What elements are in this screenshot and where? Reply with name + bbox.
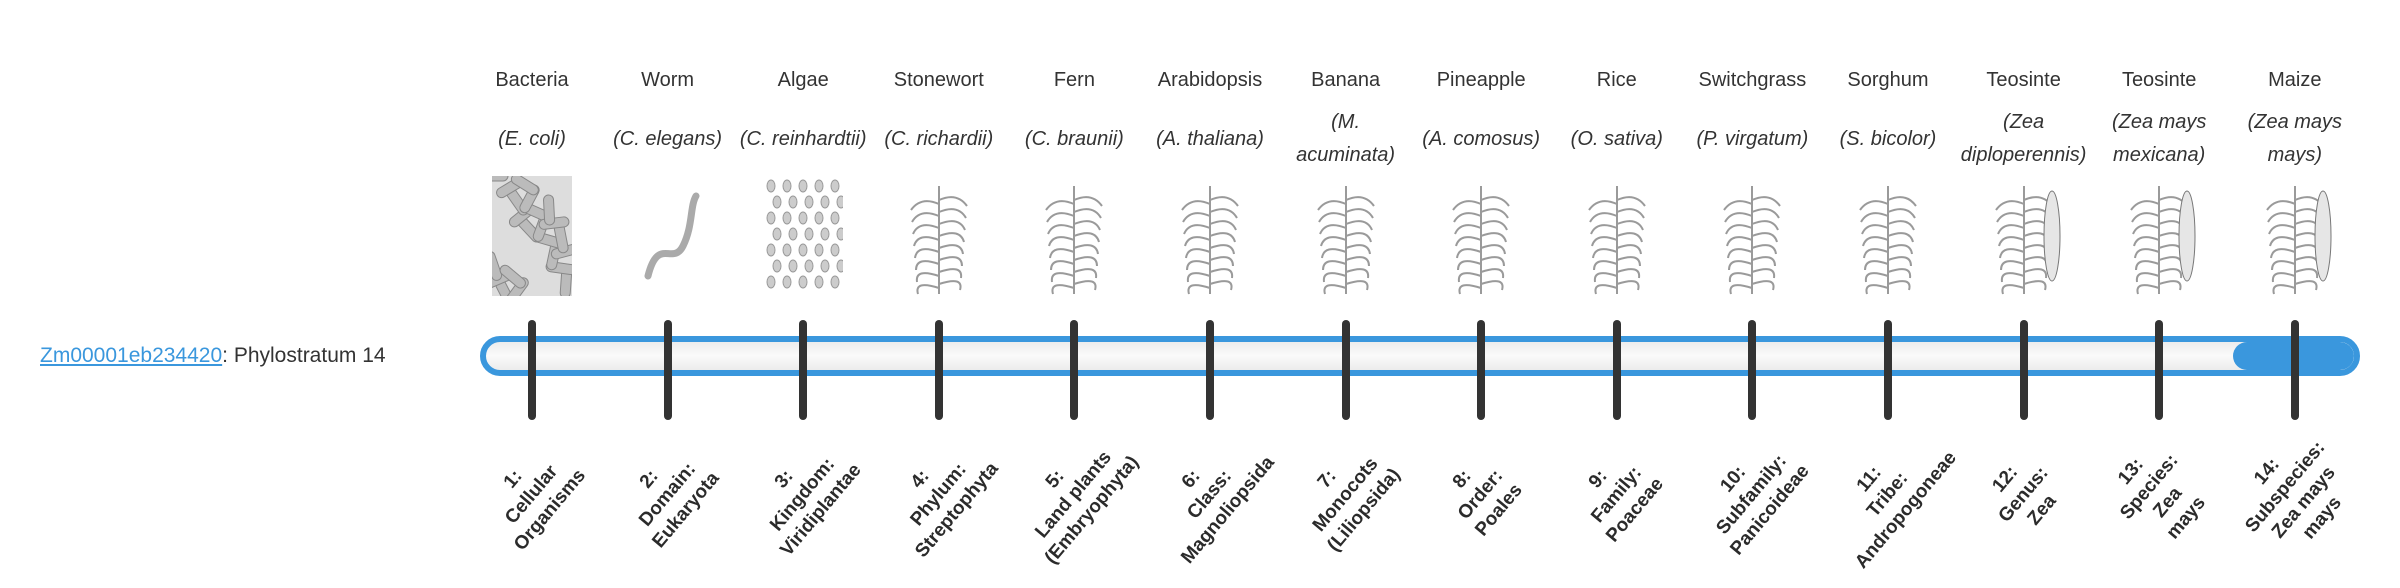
sorghum-icon [1859,186,1917,295]
stratum-tick [1884,320,1892,420]
banana-icon [1316,186,1375,295]
worm-icon [644,192,700,280]
scientific-name-text: (C. elegans) [613,127,723,150]
stratum-tick [1477,320,1486,420]
bacteria-icon [492,176,572,296]
common-name: Teosinte [1986,69,2061,91]
algae-icon [766,179,844,289]
scientific-name-text: (Zea mays mexicana) [2111,111,2207,166]
maize-icon [2265,186,2332,295]
scientific-name: (C. elegans) [603,105,733,173]
gene-link[interactable]: Zm00001eb234420 [40,344,223,367]
stratum-tick [2019,320,2028,420]
scientific-name-text: (S. bicolor) [1839,127,1937,150]
scientific-name: (C. reinhardtii) [738,105,868,173]
gene-heading: Zm00001eb234420: Phylostratum 14 [40,340,386,372]
scientific-name-text: (A. thaliana) [1156,127,1264,150]
common-name: Banana [1311,69,1381,91]
scientific-name: (C. richardii) [874,105,1004,173]
stonewort-icon [909,186,968,295]
common-name: Worm [641,69,695,91]
scientific-name-text: (E. coli) [498,127,566,150]
scientific-name: (P. virgatum) [1687,105,1817,173]
rice-icon [1587,186,1646,295]
common-name: Stonewort [893,69,984,91]
scientific-name: (O. sativa) [1552,105,1682,173]
scientific-name-text: (C. reinhardtii) [739,127,867,150]
teosinte-icon [2130,186,2196,295]
switchgrass-icon [1723,186,1782,295]
common-name: Teosinte [2121,69,2197,91]
common-name: Arabidopsis [1157,69,1263,91]
common-name: Switchgrass [1698,69,1807,91]
phylostratum-progress-bar [480,336,2360,376]
scientific-name-text: (C. richardii) [884,127,994,150]
scientific-name-text: (Zea mays mays) [2247,111,2343,166]
scientific-name-text: (M. acuminata) [1296,111,1396,166]
stratum-tick [1341,320,1350,420]
stratum-tick [1206,320,1214,420]
arabidopsis-icon [1181,186,1239,295]
common-name: Maize [2268,69,2322,91]
pineapple-icon [1452,186,1511,295]
common-name: Algae [777,69,829,91]
common-name: Bacteria [495,69,569,91]
scientific-name: (Zea mays mexicana) [2094,105,2224,173]
scientific-name: (A. comosus) [1416,105,1546,173]
scientific-name: (M. acuminata) [1281,105,1411,173]
stratum-tick [528,320,536,420]
teosinte-icon [1994,186,2061,295]
phylostratum-text: : Phylostratum 14 [222,344,386,367]
common-name: Sorghum [1847,69,1929,91]
scientific-name: (Zea diploperennis) [1959,105,2089,173]
scientific-name-text: (P. virgatum) [1696,127,1809,150]
scientific-name: (C. braunii) [1009,105,1139,173]
scientific-name-text: (C. braunii) [1024,127,1124,150]
scientific-name-text: (O. sativa) [1570,127,1663,150]
stratum-tick [1612,320,1621,420]
scientific-name: (Zea mays mays) [2230,105,2360,173]
stratum-tick [2290,320,2299,420]
fern-icon [1045,186,1104,295]
stratum-tick [2155,320,2164,420]
stratum-tick [799,320,808,420]
stratum-tick [1070,320,1079,420]
common-name: Pineapple [1436,69,1526,91]
scientific-name-text: (A. comosus) [1422,127,1541,150]
stratum-label: 14: Subspecies: Zea mays mays [2204,402,2385,588]
stratum-tick [934,320,943,420]
stratum-tick [1748,320,1757,420]
scientific-name: (S. bicolor) [1823,105,1953,173]
stratum-tick [663,320,672,420]
scientific-name-text: (Zea diploperennis) [1960,111,2087,166]
common-name: Rice [1596,69,1637,91]
common-name: Fern [1053,69,1095,91]
scientific-name: (A. thaliana) [1145,105,1275,173]
scientific-name: (E. coli) [467,105,597,173]
